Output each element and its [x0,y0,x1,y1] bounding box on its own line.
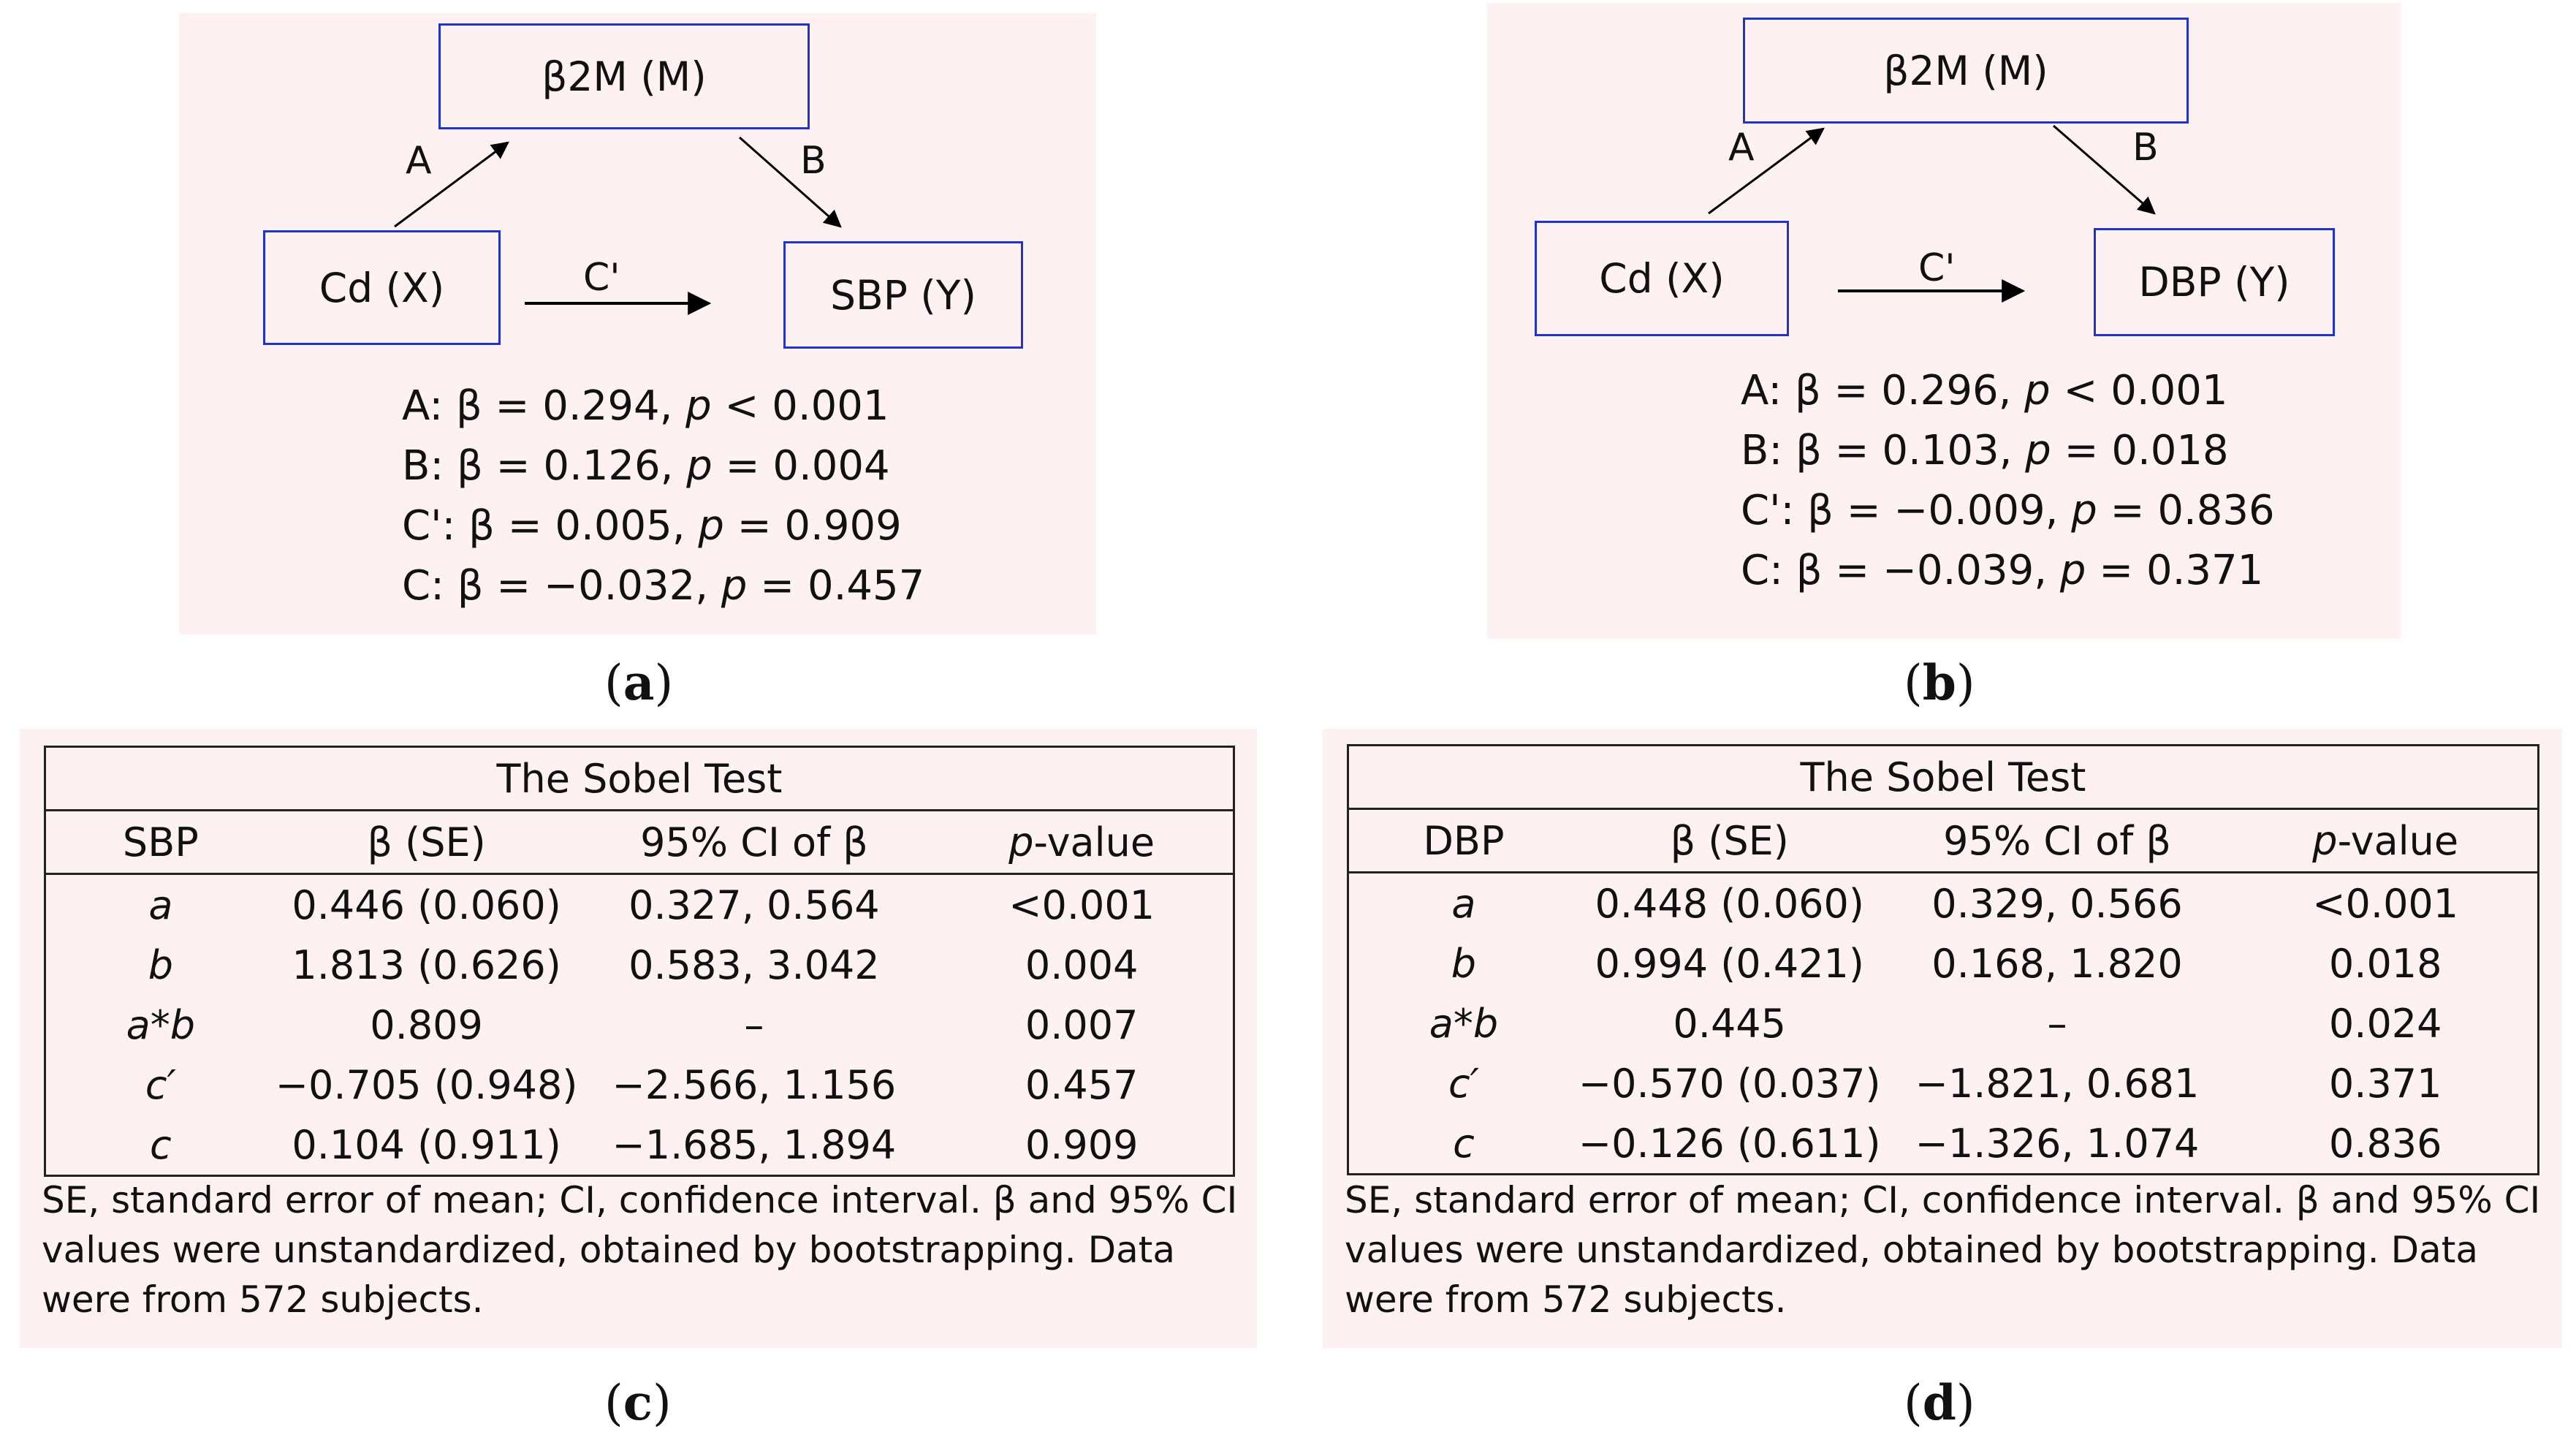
path-a-label-a: A [406,139,432,183]
stat-line-a-2: B: β = 0.126, p = 0.004 [402,442,890,490]
caption-c: (c) [604,1374,672,1431]
x-box-b: Cd (X) [1535,221,1789,336]
table-note-d: SE, standard error of mean; CI, confiden… [1345,1179,2541,1321]
stat-line-b-3: C': β = −0.009, p = 0.836 [1741,487,2275,534]
table-row: a 0.448 (0.060) 0.329, 0.566 <0.001 [1451,880,2459,927]
stat-line-b-4: C: β = −0.039, p = 0.371 [1741,547,2264,594]
table-note-c: SE, standard error of mean; CI, confiden… [42,1179,1238,1321]
header-ci-d: 95% CI of β [1880,808,2234,873]
header-p-d: p-value [2233,808,2539,873]
path-b-label-a: B [800,139,827,183]
caption-a: (a) [604,654,674,711]
path-c-label-a: C' [583,256,620,300]
caption-b: (b) [1904,654,1975,711]
arrow-a-panel-a [394,141,509,228]
table-row: a*b 0.445–0.024 [1429,1000,2442,1047]
table-row: b 0.994 (0.421) 0.168, 1.820 0.018 [1451,940,2442,987]
header-p-c: p-value [930,810,1234,875]
stat-line-a-4: C: β = −0.032, p = 0.457 [402,562,925,610]
stat-line-a-3: C': β = 0.005, p = 0.909 [402,502,902,550]
header-group-c: SBP [45,810,276,875]
mediator-label-a: β2M (M) [542,53,707,100]
table-title-d: The Sobel Test [1348,745,2539,810]
arrow-b-panel-b [2053,124,2156,215]
path-arrows [394,124,2156,315]
y-label-a: SBP (Y) [830,271,976,319]
stat-line-b-1: A: β = 0.296, p < 0.001 [1741,367,2228,414]
table-row: a*b 0.809–0.007 [126,1001,1139,1048]
x-label-a: Cd (X) [319,264,445,311]
mediator-box-b: β2M (M) [1743,18,2189,124]
path-a-label-b: A [1728,126,1755,170]
arrow-b-panel-a [739,136,842,228]
stat-line-b-2: B: β = 0.103, p = 0.018 [1741,427,2229,474]
header-ci-c: 95% CI of β [577,810,931,875]
y-box-a: SBP (Y) [783,241,1023,349]
table-title-c: The Sobel Test [45,746,1234,811]
x-label-b: Cd (X) [1599,255,1725,302]
stat-line-a-1: A: β = 0.294, p < 0.001 [402,382,889,430]
sobel-table-d: The Sobel Test DBP β (SE) 95% CI of β p-… [1347,744,2539,1175]
y-box-b: DBP (Y) [2094,228,2335,336]
table-row: c 0.104 (0.911) −1.685, 1.894 0.909 [150,1121,1139,1168]
table-row: a 0.446 (0.060) 0.327, 0.564 <0.001 [148,882,1155,928]
sobel-table-c: The Sobel Test SBP β (SE) 95% CI of β p-… [44,746,1235,1177]
stats-block-a: A: β = 0.294, p < 0.001 B: β = 0.126, p … [402,376,924,616]
table-row: c′ −0.705 (0.948) −2.566, 1.156 0.457 [145,1061,1139,1108]
panel-a-background [179,13,1096,634]
y-label-b: DBP (Y) [2138,259,2290,306]
path-c-label-b: C' [1918,246,1956,290]
header-group-d: DBP [1348,808,1578,873]
path-b-label-b: B [2132,126,2159,170]
mediator-label-b: β2M (M) [1883,47,2048,94]
table-row: b 1.813 (0.626) 0.583, 3.042 0.004 [148,941,1139,988]
table-row: c −0.126 (0.611) −1.326, 1.074 0.836 [1453,1120,2442,1167]
panel-b-background [1487,3,2401,639]
table-row: c′ −0.570 (0.037) −1.821, 0.681 0.371 [1448,1060,2442,1107]
caption-d: (d) [1904,1374,1975,1431]
stats-block-b: A: β = 0.296, p < 0.001 B: β = 0.103, p … [1741,361,2275,601]
header-beta-d: β (SE) [1578,808,1881,873]
mediator-box-a: β2M (M) [438,23,810,129]
arrow-a-panel-b [1708,127,1825,215]
x-box-a: Cd (X) [263,230,501,345]
header-beta-c: β (SE) [275,810,578,875]
